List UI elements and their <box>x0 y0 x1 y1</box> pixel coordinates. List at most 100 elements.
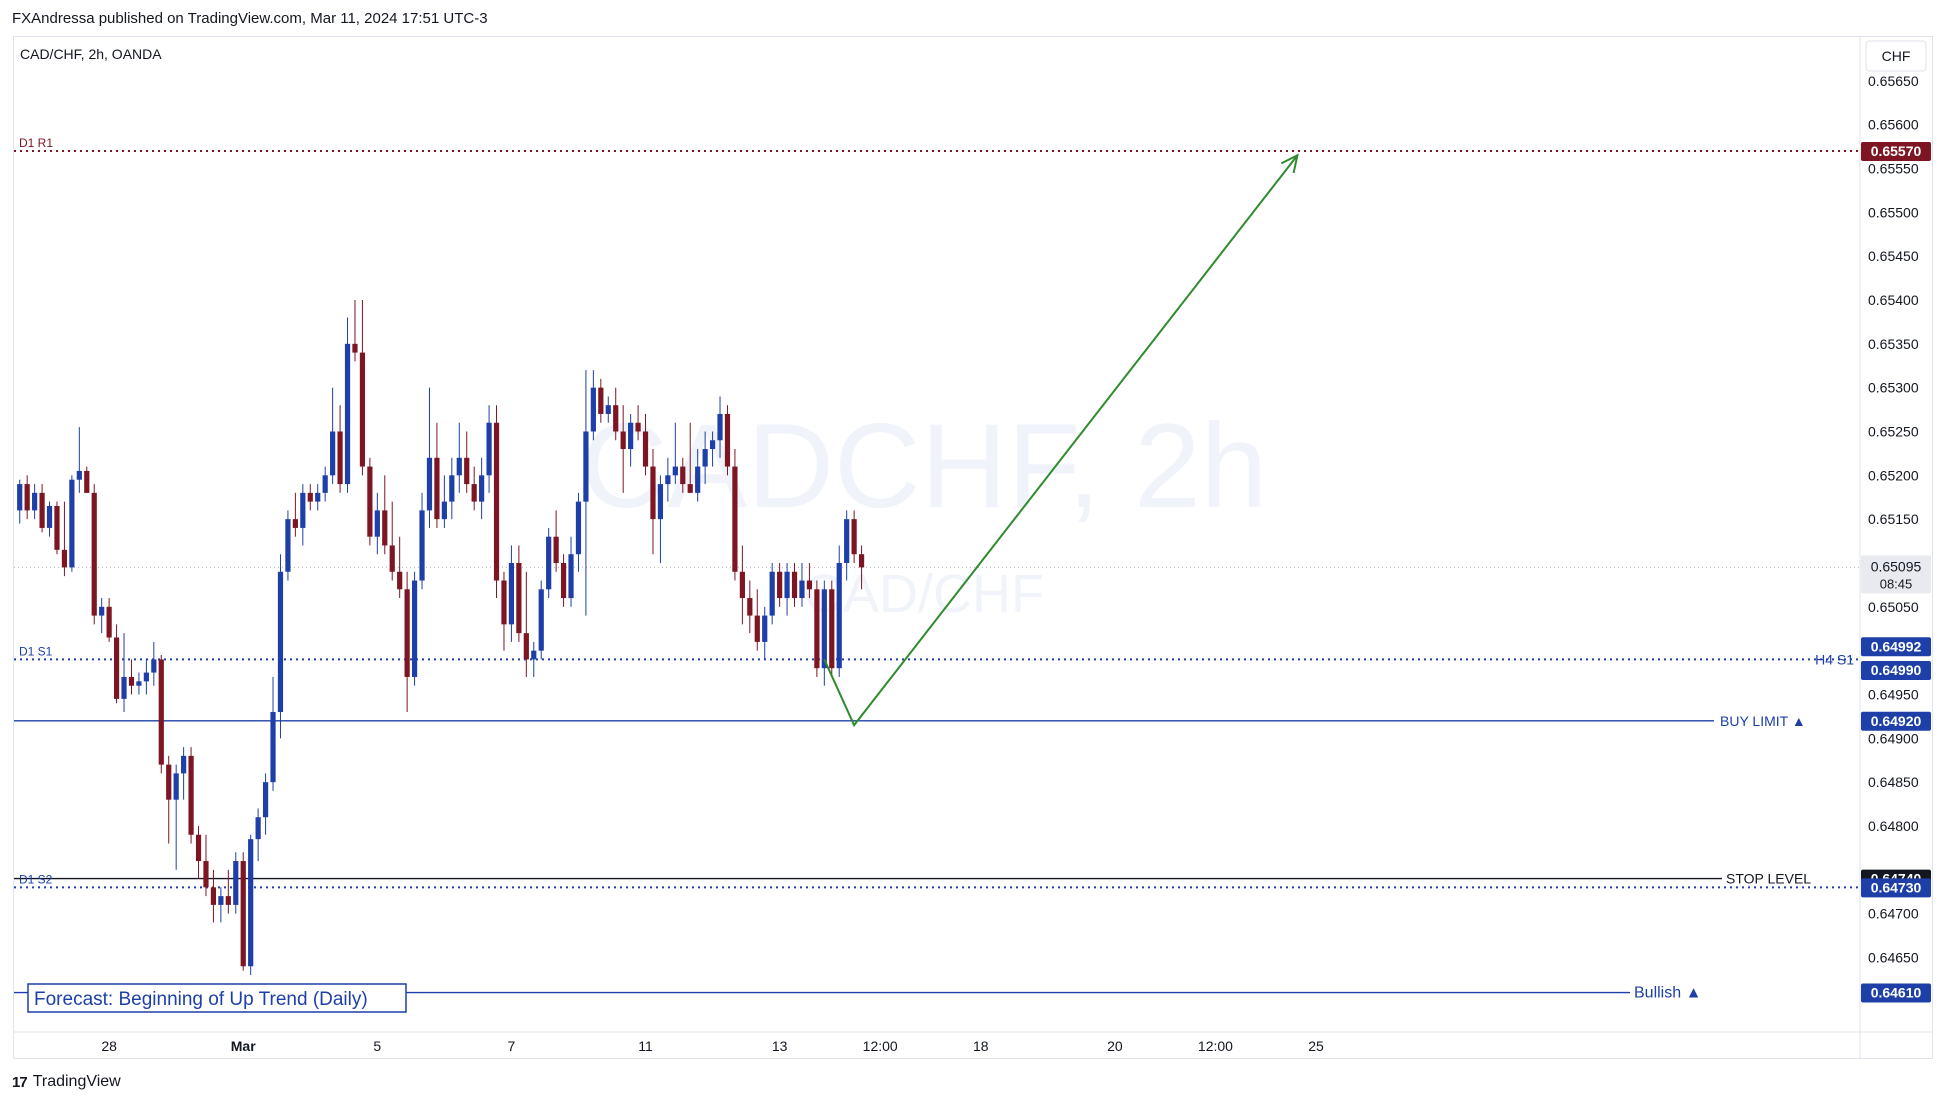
svg-text:0.64920: 0.64920 <box>1871 713 1922 729</box>
candle-body <box>397 571 403 590</box>
y-tick-label: 0.64700 <box>1868 906 1919 922</box>
candle-body <box>166 764 172 800</box>
candle-body <box>143 672 149 682</box>
y-tick-label: 0.65350 <box>1868 336 1919 352</box>
price-tag: 0.64920 <box>1861 711 1931 731</box>
candle <box>113 624 120 704</box>
candle-body <box>158 659 164 765</box>
tradingview-logo-text[interactable]: TradingView <box>32 1073 121 1090</box>
y-tick-label: 0.65600 <box>1868 117 1919 133</box>
candle <box>687 422 693 493</box>
candle <box>754 589 760 651</box>
candle-body <box>173 773 179 800</box>
candle <box>426 387 433 528</box>
candle <box>330 387 336 485</box>
candle <box>218 887 224 923</box>
current-price-value: 0.65095 <box>1871 558 1922 574</box>
candle <box>516 545 522 642</box>
y-tick-label: 0.64850 <box>1868 774 1919 790</box>
candle <box>844 510 850 581</box>
candle-body <box>821 589 827 669</box>
candle-body <box>784 571 790 599</box>
level-right-label: H4 S1 <box>1815 651 1854 667</box>
candle <box>590 370 596 441</box>
candle <box>605 396 611 423</box>
candle-body <box>739 571 745 599</box>
tradingview-logo-icon[interactable]: 17 <box>12 1073 28 1091</box>
candle <box>717 396 723 458</box>
candle <box>233 852 239 914</box>
forecast-path[interactable] <box>823 154 1299 728</box>
candle <box>709 431 716 467</box>
svg-text:0.64990: 0.64990 <box>1871 662 1922 678</box>
candle <box>769 562 775 625</box>
x-tick-label: 20 <box>1107 1038 1123 1054</box>
candle-body <box>680 466 686 485</box>
candle-body <box>382 510 388 546</box>
x-tick-label: 18 <box>973 1038 989 1054</box>
current-price-tag: 0.65095 08:45 <box>1861 555 1931 594</box>
candle-body <box>583 431 589 502</box>
svg-text:0.64992: 0.64992 <box>1871 638 1922 654</box>
price-tag: 0.64992 <box>1861 637 1931 657</box>
candle <box>650 449 656 555</box>
candle <box>76 427 82 493</box>
symbol-label[interactable]: CAD/CHF, 2h, OANDA <box>20 46 162 62</box>
chart-frame: CADCHF, 2h CAD/CHF CHF 0.65650 0.65600 0.655… <box>13 36 1933 1059</box>
candle-body <box>24 484 30 511</box>
candle <box>501 571 507 651</box>
candle <box>434 422 440 528</box>
candle-body <box>441 501 447 520</box>
candle-body <box>695 466 701 493</box>
candle-body <box>255 817 261 840</box>
level-lines <box>14 149 1859 994</box>
candle-body <box>553 536 559 563</box>
candle-body <box>806 580 813 590</box>
time-axis: 28 Mar 5 7 11 13 12:00 18 20 12:00 25 <box>101 1038 1324 1054</box>
candle <box>858 545 865 590</box>
candle-body <box>471 484 477 502</box>
y-tick-label: 0.65300 <box>1868 380 1919 396</box>
candle-body <box>84 470 90 493</box>
candle-body <box>106 606 112 638</box>
y-tick-label: 0.65050 <box>1868 599 1919 615</box>
candle <box>106 598 112 642</box>
candle-body <box>315 492 321 502</box>
candle-body <box>426 457 433 511</box>
candle <box>54 501 60 555</box>
candle-body <box>754 615 760 642</box>
candle <box>806 562 813 599</box>
candle <box>292 492 298 537</box>
candlestick-chart[interactable]: CADCHF, 2h CAD/CHF CHF 0.65650 0.65600 0.655… <box>14 37 1932 1058</box>
currency-button[interactable]: CHF <box>1865 40 1927 72</box>
candle-body <box>69 479 75 568</box>
candle <box>799 562 805 607</box>
candle <box>277 554 284 739</box>
candle <box>91 484 97 625</box>
candle <box>441 475 447 528</box>
chart-labels: D1 R1 D1 S1 H4 S1 BUY LIMIT ▲ STOP LEVEL D1 S… <box>19 46 1854 1013</box>
candle <box>69 475 75 572</box>
candle <box>575 492 582 572</box>
candle <box>665 457 671 502</box>
candle-body <box>486 422 492 476</box>
countdown: 08:45 <box>1880 576 1913 591</box>
svg-text:0.64730: 0.64730 <box>1871 879 1922 895</box>
forecast-annotation[interactable]: Forecast: Beginning of Up Trend (Daily) <box>27 983 407 1013</box>
candle-body <box>523 633 529 660</box>
candle <box>471 466 477 511</box>
candle-body <box>687 484 693 493</box>
candle-body <box>650 466 656 520</box>
x-tick-label: 7 <box>508 1038 516 1054</box>
candle-body <box>248 839 254 967</box>
candle <box>657 475 664 563</box>
level-right-label: STOP LEVEL <box>1726 871 1811 887</box>
candle <box>546 527 552 599</box>
candle-body <box>672 466 678 476</box>
candle <box>84 466 90 493</box>
candle-body <box>91 492 97 616</box>
candle <box>486 405 492 493</box>
candle-body <box>434 457 440 520</box>
candle-body <box>46 506 53 528</box>
level-left-label: D1 S1 <box>19 644 53 658</box>
